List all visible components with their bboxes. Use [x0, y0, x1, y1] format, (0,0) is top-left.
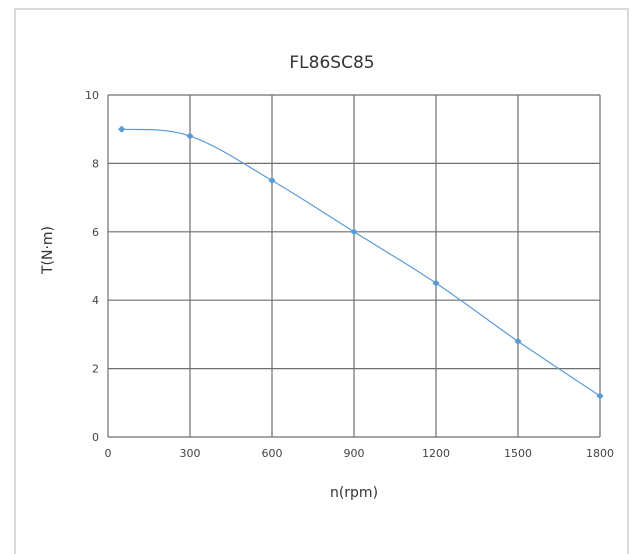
data-point-marker-3 [350, 228, 357, 235]
y-axis-label: T(N·m) [40, 226, 56, 275]
data-point-marker-1 [186, 132, 193, 139]
x-tick-label: 1800 [586, 447, 614, 460]
y-tick-label: 6 [92, 226, 99, 239]
y-tick-labels: 0 2 4 6 8 10 [85, 89, 99, 444]
x-tick-label: 1200 [422, 447, 450, 460]
series-line [122, 129, 600, 396]
chart-title: FL86SC85 [289, 53, 374, 73]
x-tick-label: 900 [344, 447, 365, 460]
x-tick-label: 1500 [504, 447, 532, 460]
x-tick-label: 600 [262, 447, 283, 460]
y-tick-label: 10 [85, 89, 99, 102]
y-tick-label: 8 [92, 157, 99, 170]
data-point-marker-2 [268, 177, 275, 184]
data-point-marker-0 [118, 126, 125, 133]
data-point-marker-4 [432, 280, 439, 287]
y-tick-label: 0 [92, 431, 99, 444]
series-markers [118, 126, 604, 400]
x-axis-label: n(rpm) [330, 485, 378, 501]
grid [108, 95, 600, 437]
y-tick-label: 2 [92, 363, 99, 376]
x-tick-label: 0 [105, 447, 112, 460]
y-tick-label: 4 [92, 294, 99, 307]
data-point-marker-5 [514, 338, 521, 345]
x-tick-label: 300 [180, 447, 201, 460]
x-tick-labels: 0 300 600 900 1200 1500 1800 [105, 447, 615, 460]
data-point-marker-6 [596, 392, 603, 399]
